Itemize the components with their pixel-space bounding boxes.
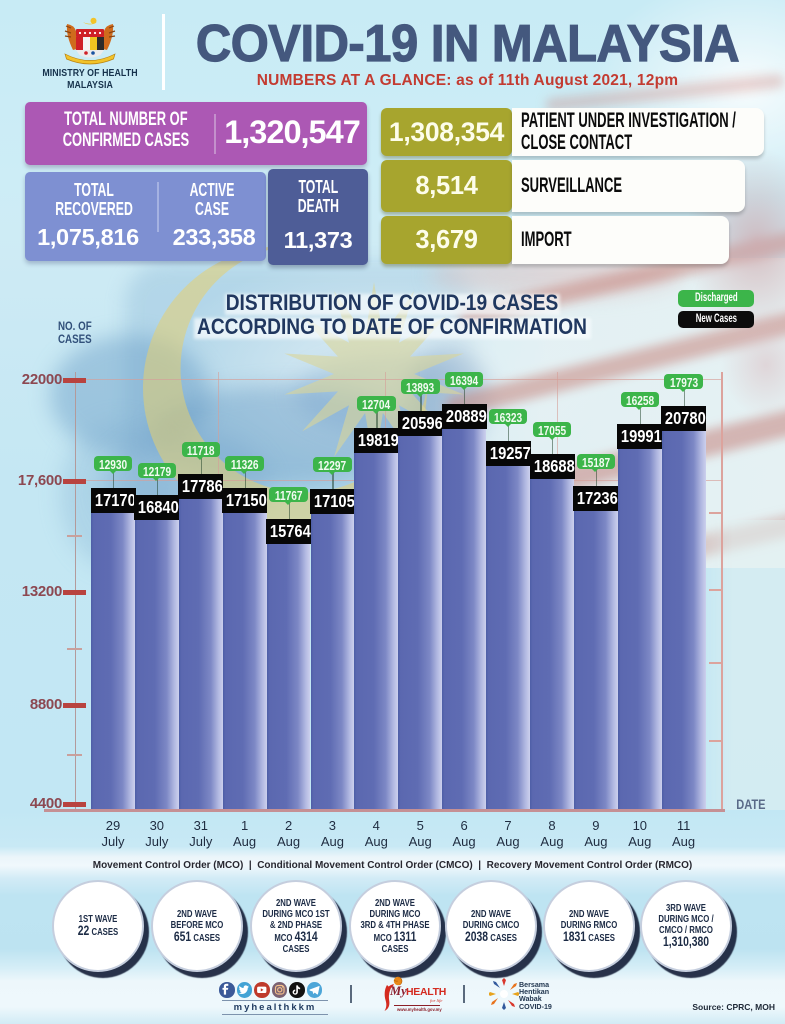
- svg-text:HEALTH: HEALTH: [406, 986, 446, 998]
- svg-text:www.myhealth.gov.my: www.myhealth.gov.my: [396, 1007, 442, 1012]
- svg-text:for life: for life: [430, 998, 442, 1003]
- svg-text:My: My: [389, 984, 407, 998]
